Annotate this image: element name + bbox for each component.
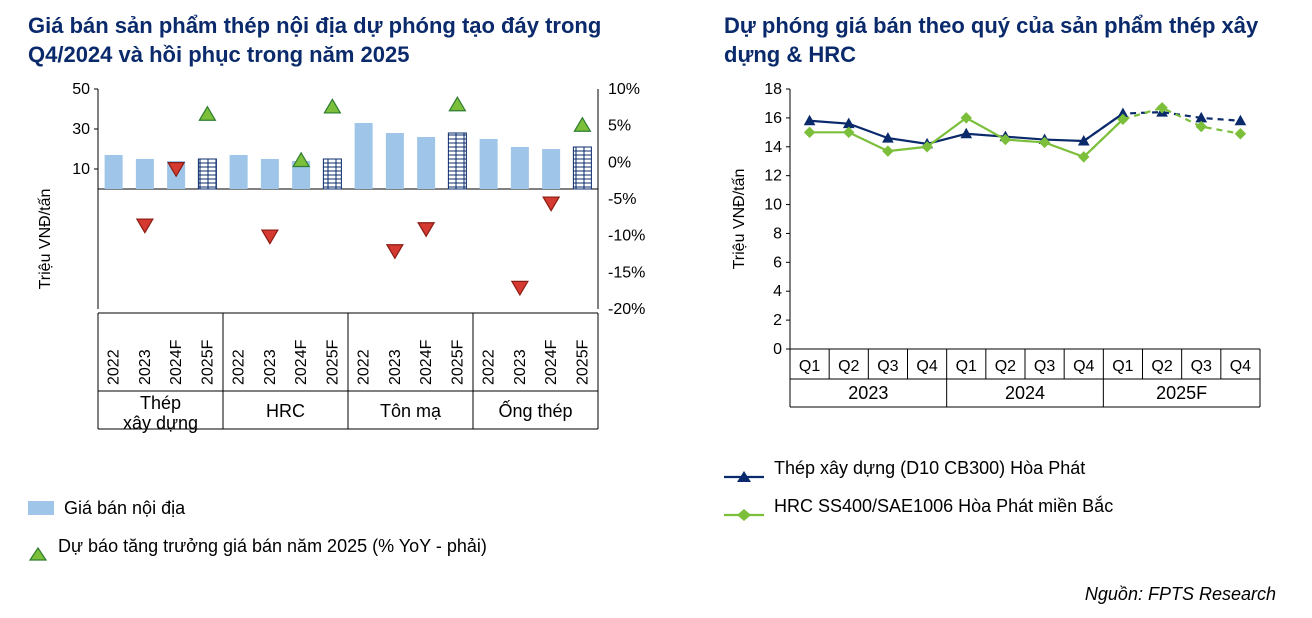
legend-label: HRC SS400/SAE1006 Hòa Phát miền Bắc <box>774 488 1113 524</box>
svg-text:Q1: Q1 <box>956 358 977 375</box>
svg-text:10: 10 <box>72 161 90 178</box>
legend-series: Thép xây dựng (D10 CB300) Hòa Phát <box>724 450 1284 486</box>
svg-text:Ống thép: Ống thép <box>498 400 572 421</box>
legend-triangle-swatch <box>28 538 48 554</box>
svg-text:2024F: 2024F <box>293 340 310 386</box>
svg-text:Q4: Q4 <box>1073 358 1094 375</box>
svg-text:5%: 5% <box>608 118 631 135</box>
svg-text:Thép: Thép <box>140 393 181 413</box>
svg-text:2023: 2023 <box>262 349 279 385</box>
svg-text:2025F: 2025F <box>199 340 216 386</box>
left-chart-title: Giá bán sản phẩm thép nội địa dự phóng t… <box>28 12 684 69</box>
legend-series: HRC SS400/SAE1006 Hòa Phát miền Bắc <box>724 488 1284 524</box>
svg-text:-15%: -15% <box>608 265 645 282</box>
svg-text:2025F: 2025F <box>449 340 466 386</box>
svg-text:2023: 2023 <box>387 349 404 385</box>
legend-bar-label: Giá bán nội địa <box>64 490 185 526</box>
svg-text:Q1: Q1 <box>1112 358 1133 375</box>
svg-text:2025F: 2025F <box>574 340 591 386</box>
svg-text:2024F: 2024F <box>168 340 185 386</box>
svg-text:2025F: 2025F <box>324 340 341 386</box>
svg-text:Q2: Q2 <box>995 358 1016 375</box>
source-note: Nguồn: FPTS Research <box>28 584 1284 605</box>
svg-text:4: 4 <box>773 283 782 300</box>
svg-text:10: 10 <box>764 197 782 214</box>
svg-text:30: 30 <box>72 121 90 138</box>
left-legend: Giá bán nội địa Dự báo tăng trưởng giá b… <box>28 490 684 564</box>
svg-text:Q3: Q3 <box>1034 358 1055 375</box>
svg-text:Triệu VNĐ/tấn: Triệu VNĐ/tấn <box>731 169 748 270</box>
svg-text:Q4: Q4 <box>916 358 937 375</box>
svg-text:2024F: 2024F <box>543 340 560 386</box>
svg-text:Q4: Q4 <box>1230 358 1251 375</box>
right-chart-title: Dự phóng giá bán theo quý của sản phẩm t… <box>724 12 1284 69</box>
svg-text:2: 2 <box>773 312 782 329</box>
svg-text:-5%: -5% <box>608 191 636 208</box>
svg-text:2022: 2022 <box>106 349 123 385</box>
svg-text:Q3: Q3 <box>1191 358 1212 375</box>
svg-text:2023: 2023 <box>137 349 154 385</box>
svg-text:18: 18 <box>764 81 782 98</box>
svg-text:2024: 2024 <box>1005 383 1045 403</box>
svg-text:2024F: 2024F <box>418 340 435 386</box>
legend-bar: Giá bán nội địa <box>28 490 684 526</box>
svg-text:Q1: Q1 <box>799 358 820 375</box>
svg-text:12: 12 <box>764 168 782 185</box>
legend-swatch <box>724 499 764 513</box>
left-chart-svg: 10 30 50 Triệu VNĐ/tấn -20% -15% -10% -5% 0% 5% 10… <box>28 79 668 479</box>
left-chart: 10 30 50 Triệu VNĐ/tấn -20% -15% -10% -5% 0% 5% 10… <box>28 79 684 484</box>
svg-text:-20%: -20% <box>608 301 645 318</box>
svg-text:Q3: Q3 <box>877 358 898 375</box>
svg-text:2022: 2022 <box>231 349 248 385</box>
svg-text:0: 0 <box>773 341 782 358</box>
svg-text:2022: 2022 <box>356 349 373 385</box>
svg-text:2023: 2023 <box>848 383 888 403</box>
right-legend: Thép xây dựng (D10 CB300) Hòa PhátHRC SS… <box>724 450 1284 524</box>
svg-text:0%: 0% <box>608 155 631 172</box>
svg-text:6: 6 <box>773 255 782 272</box>
legend-swatch <box>724 461 764 475</box>
right-chart-svg: 0 2 4 6 8 10 12 14 16 18 Triệu VNĐ/tấn Q1 Q2 Q3 Q4 Q1 Q2… <box>724 79 1284 439</box>
legend-triangle-label: Dự báo tăng trưởng giá bán năm 2025 (% Y… <box>58 528 487 564</box>
svg-text:Q2: Q2 <box>1151 358 1172 375</box>
svg-text:Q2: Q2 <box>838 358 859 375</box>
svg-text:HRC: HRC <box>266 401 305 421</box>
svg-text:50: 50 <box>72 81 90 98</box>
svg-text:Tôn mạ: Tôn mạ <box>380 401 442 421</box>
svg-text:2023: 2023 <box>512 349 529 385</box>
svg-text:2022: 2022 <box>481 349 498 385</box>
svg-text:10%: 10% <box>608 81 640 98</box>
svg-text:xây dựng: xây dựng <box>123 413 198 433</box>
svg-text:8: 8 <box>773 226 782 243</box>
svg-text:14: 14 <box>764 139 782 156</box>
svg-text:Triệu VNĐ/tấn: Triệu VNĐ/tấn <box>37 189 54 290</box>
svg-text:16: 16 <box>764 110 782 127</box>
right-chart: 0 2 4 6 8 10 12 14 16 18 Triệu VNĐ/tấn Q1 Q2 Q3 Q4 Q1 Q2… <box>724 79 1284 444</box>
legend-bar-swatch <box>28 501 54 515</box>
svg-text:-10%: -10% <box>608 228 645 245</box>
svg-text:2025F: 2025F <box>1156 383 1207 403</box>
legend-label: Thép xây dựng (D10 CB300) Hòa Phát <box>774 450 1085 486</box>
legend-triangle: Dự báo tăng trưởng giá bán năm 2025 (% Y… <box>28 528 684 564</box>
